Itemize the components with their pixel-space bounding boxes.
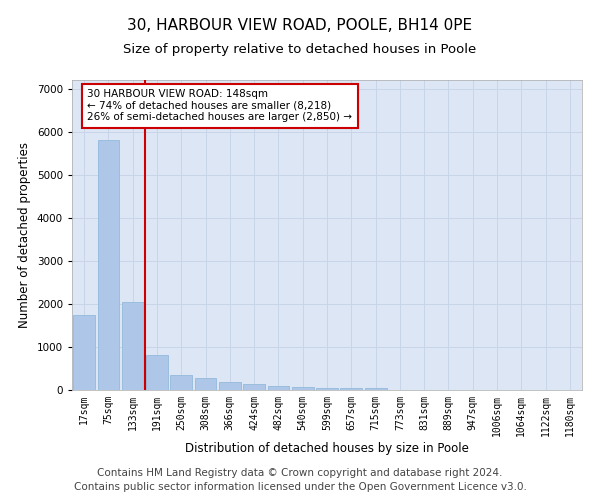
Text: Contains HM Land Registry data © Crown copyright and database right 2024.: Contains HM Land Registry data © Crown c… xyxy=(97,468,503,477)
Bar xyxy=(292,387,314,390)
Bar xyxy=(365,388,386,390)
Text: 30, HARBOUR VIEW ROAD, POOLE, BH14 0PE: 30, HARBOUR VIEW ROAD, POOLE, BH14 0PE xyxy=(127,18,473,32)
Bar xyxy=(146,354,168,390)
Bar xyxy=(73,314,95,390)
Bar xyxy=(122,302,143,390)
Bar xyxy=(170,375,192,390)
Bar xyxy=(219,382,241,390)
Bar xyxy=(316,388,338,390)
X-axis label: Distribution of detached houses by size in Poole: Distribution of detached houses by size … xyxy=(185,442,469,454)
Y-axis label: Number of detached properties: Number of detached properties xyxy=(18,142,31,328)
Bar xyxy=(194,378,217,390)
Bar xyxy=(243,384,265,390)
Text: Size of property relative to detached houses in Poole: Size of property relative to detached ho… xyxy=(124,42,476,56)
Text: 30 HARBOUR VIEW ROAD: 148sqm
← 74% of detached houses are smaller (8,218)
26% of: 30 HARBOUR VIEW ROAD: 148sqm ← 74% of de… xyxy=(88,90,352,122)
Text: Contains public sector information licensed under the Open Government Licence v3: Contains public sector information licen… xyxy=(74,482,526,492)
Bar xyxy=(268,386,289,390)
Bar xyxy=(340,388,362,390)
Bar xyxy=(97,140,119,390)
